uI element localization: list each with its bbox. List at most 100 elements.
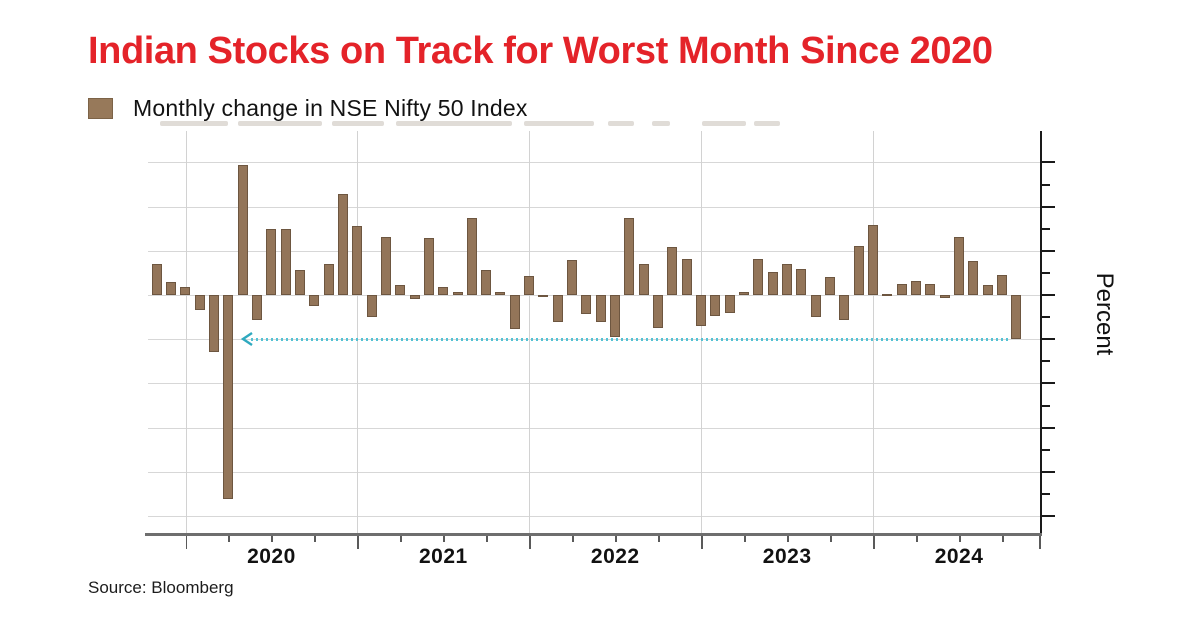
- bar-2022-11: [681, 258, 692, 295]
- gridline-vertical: [185, 131, 187, 533]
- bar-2021-11: [509, 295, 520, 330]
- bar-2023-08: [810, 295, 821, 318]
- x-axis-minor-tick: [658, 536, 660, 542]
- x-tick-label-2022: 2022: [590, 545, 640, 568]
- bar-2022-10: [667, 247, 678, 295]
- bar-2023-10: [839, 295, 850, 320]
- bar-2023-02: [724, 295, 735, 313]
- bar-2020-10: [323, 264, 334, 295]
- gridline-horizontal: [148, 206, 1040, 208]
- bar-2020-08: [294, 270, 305, 295]
- bar-2021-01: [366, 295, 377, 318]
- bar-2023-01: [710, 295, 721, 317]
- x-axis-minor-tick: [959, 536, 961, 542]
- bar-2023-04: [753, 258, 764, 295]
- artifact-dash: [524, 121, 594, 126]
- bar-2020-11: [337, 194, 348, 295]
- x-axis-major-tick: [185, 536, 187, 549]
- y-axis-minor-tick: [1042, 316, 1050, 319]
- gridline-horizontal: [148, 162, 1040, 164]
- legend: Monthly change in NSE Nifty 50 Index: [88, 95, 528, 122]
- bar-2023-12: [867, 225, 878, 295]
- x-axis-minor-tick: [1002, 536, 1004, 542]
- gridline-horizontal: [148, 471, 1040, 473]
- bar-2020-03: [223, 295, 234, 500]
- y-axis-minor-tick: [1042, 492, 1050, 495]
- artifact-dash: [702, 121, 746, 126]
- plot-area: [145, 131, 1055, 549]
- y-axis-major-tick: [1042, 470, 1055, 473]
- x-tick-label-2023: 2023: [762, 545, 812, 568]
- bar-2022-03: [567, 259, 578, 295]
- bar-2020-07: [280, 228, 291, 295]
- x-axis-minor-tick: [830, 536, 832, 542]
- bar-2024-05: [939, 295, 950, 298]
- bar-2023-05: [767, 272, 778, 295]
- x-axis-spine: [145, 533, 1042, 536]
- x-axis-minor-tick: [228, 536, 230, 542]
- artifact-dash: [396, 121, 512, 126]
- y-axis-major-tick: [1042, 382, 1055, 385]
- bar-2020-02: [208, 295, 219, 352]
- y-axis-minor-tick: [1042, 227, 1050, 230]
- x-axis-minor-tick: [271, 536, 273, 542]
- bar-2020-01: [194, 295, 205, 311]
- artifact-dash: [332, 121, 384, 126]
- bar-2023-09: [824, 277, 835, 295]
- x-axis-minor-tick: [572, 536, 574, 542]
- bar-2022-05: [595, 295, 606, 322]
- bar-2021-02: [380, 236, 391, 295]
- bar-2023-03: [739, 292, 749, 295]
- bar-2021-09: [481, 270, 492, 295]
- gridline-horizontal: [148, 516, 1040, 517]
- bar-2022-08: [638, 264, 649, 295]
- bar-2024-10: [1011, 295, 1022, 340]
- y-axis-major-tick: [1042, 205, 1055, 208]
- artifact-dash: [754, 121, 780, 126]
- bar-2022-07: [624, 218, 635, 295]
- gridline-horizontal: [148, 383, 1040, 385]
- bar-2021-08: [466, 218, 477, 295]
- y-axis-major-tick: [1042, 249, 1055, 252]
- bar-2024-07: [968, 260, 979, 295]
- bar-2024-03: [910, 280, 921, 295]
- bar-2021-03: [395, 285, 406, 295]
- annotation-arrowhead-icon: [240, 332, 253, 347]
- x-axis-major-tick: [701, 536, 703, 549]
- bar-2021-10: [495, 292, 506, 295]
- y-axis-minor-tick: [1042, 404, 1050, 407]
- legend-swatch: [88, 98, 113, 119]
- x-axis-minor-tick: [615, 536, 617, 542]
- y-axis-spine: [1040, 131, 1042, 533]
- y-axis-major-tick: [1042, 515, 1055, 517]
- y-axis-major-tick: [1042, 426, 1055, 429]
- y-axis-minor-tick: [1042, 448, 1050, 451]
- bar-2021-12: [524, 275, 535, 295]
- bar-2022-02: [552, 295, 563, 323]
- bar-2020-09: [309, 295, 320, 306]
- bar-2024-01: [882, 294, 893, 296]
- x-axis-minor-tick: [787, 536, 789, 542]
- gridline-vertical: [529, 131, 531, 533]
- artifact-dash: [652, 121, 670, 126]
- y-axis-major-tick: [1042, 161, 1055, 164]
- gridline-vertical: [357, 131, 359, 533]
- bar-2023-11: [853, 246, 864, 295]
- x-axis-minor-tick: [916, 536, 918, 542]
- chart-title: Indian Stocks on Track for Worst Month S…: [88, 30, 993, 72]
- bar-2021-04: [409, 295, 420, 299]
- gridline-horizontal: [148, 427, 1040, 429]
- x-axis-major-tick: [873, 536, 875, 549]
- bar-2021-05: [423, 237, 434, 295]
- legend-label: Monthly change in NSE Nifty 50 Index: [133, 95, 528, 121]
- bar-2022-12: [696, 295, 707, 326]
- x-axis-major-tick: [1039, 536, 1041, 549]
- x-axis-minor-tick: [486, 536, 488, 542]
- artifact-dash: [160, 121, 228, 126]
- x-tick-label-2024: 2024: [934, 545, 984, 568]
- bar-2024-02: [896, 284, 907, 295]
- x-tick-label-2020: 2020: [247, 545, 296, 568]
- y-axis-minor-tick: [1042, 271, 1050, 274]
- bar-2020-06: [266, 228, 277, 295]
